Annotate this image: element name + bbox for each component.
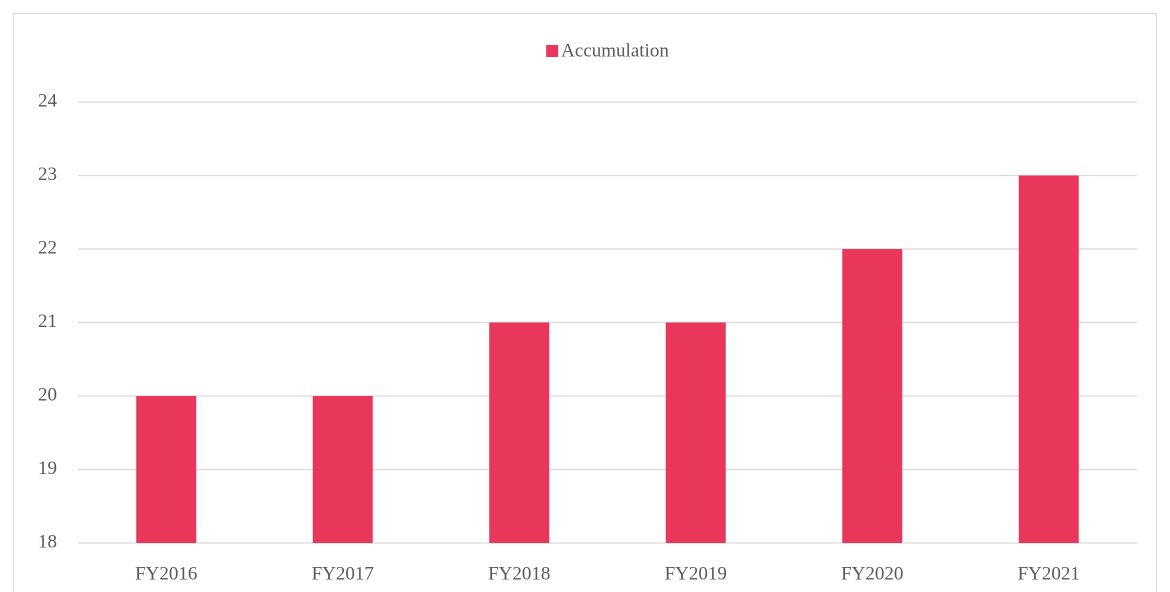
x-tick-label: FY2018 (488, 563, 550, 584)
y-tick-label: 20 (38, 384, 57, 405)
legend-label: Accumulation (561, 40, 669, 61)
x-tick-label: FY2020 (841, 563, 903, 584)
chart-frame (13, 13, 1157, 592)
x-tick-label: FY2017 (312, 563, 374, 584)
bar (665, 322, 726, 543)
bar (136, 396, 197, 543)
y-tick-label: 23 (38, 164, 57, 185)
bar (842, 249, 903, 543)
x-tick-label: FY2021 (1018, 563, 1080, 584)
y-tick-label: 18 (38, 531, 57, 552)
y-tick-label: 22 (38, 237, 57, 258)
x-tick-label: FY2016 (135, 563, 197, 584)
bar (1018, 175, 1079, 543)
legend: Accumulation (546, 40, 669, 61)
bar (489, 322, 550, 543)
y-tick-label: 19 (38, 458, 57, 479)
legend-swatch (546, 45, 559, 57)
x-tick-label: FY2019 (665, 563, 727, 584)
y-tick-label: 24 (38, 90, 58, 111)
bar (312, 396, 373, 543)
y-tick-label: 21 (38, 311, 57, 332)
